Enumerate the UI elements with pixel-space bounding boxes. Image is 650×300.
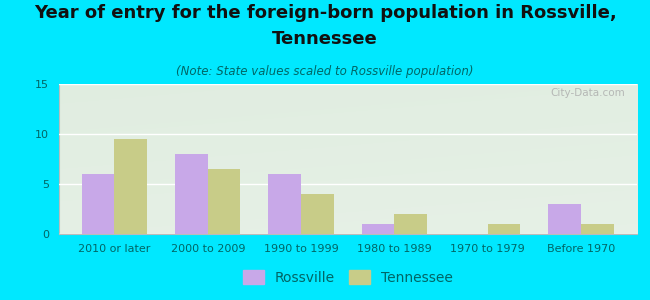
- Bar: [268, 174, 301, 234]
- Bar: [175, 154, 208, 234]
- Bar: [114, 139, 147, 234]
- Bar: [208, 169, 240, 234]
- Bar: [581, 224, 614, 234]
- Bar: [395, 214, 427, 234]
- Bar: [488, 224, 521, 234]
- Text: Tennessee: Tennessee: [272, 30, 378, 48]
- Legend: Rossville, Tennessee: Rossville, Tennessee: [237, 264, 458, 290]
- Bar: [301, 194, 333, 234]
- Text: Year of entry for the foreign-born population in Rossville,: Year of entry for the foreign-born popul…: [34, 4, 616, 22]
- Text: (Note: State values scaled to Rossville population): (Note: State values scaled to Rossville …: [176, 64, 474, 77]
- Bar: [549, 204, 581, 234]
- Bar: [362, 224, 395, 234]
- Bar: [82, 174, 114, 234]
- Text: City-Data.com: City-Data.com: [551, 88, 625, 98]
